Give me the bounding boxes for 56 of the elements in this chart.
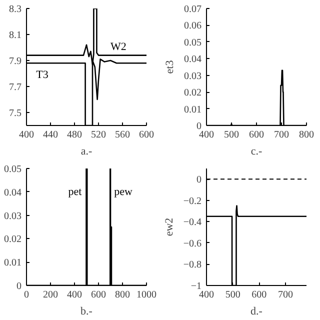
- x-tick-label: 440: [43, 130, 58, 140]
- x-tick-label: 600: [249, 130, 264, 140]
- y-tick-label: 0.03: [4, 210, 22, 222]
- x-tick-label: 200: [43, 290, 58, 300]
- y-tick-label: 7.5: [9, 108, 22, 119]
- x-tick-label: 520: [91, 130, 106, 140]
- x-tick-label: 600: [139, 130, 154, 140]
- y-tick-label: 0.02: [4, 234, 22, 246]
- x-axis-title: a.-: [80, 146, 92, 158]
- x-axis-title: b.-: [80, 306, 93, 318]
- x-tick-label: 800: [115, 290, 130, 300]
- y-tick-label: 0.02: [184, 88, 202, 99]
- y-tick-label: 7.7: [9, 82, 22, 93]
- y-tick-label: −1: [190, 281, 202, 292]
- x-tick-label: 500: [225, 290, 240, 300]
- x-tick-label: 1000: [136, 290, 156, 300]
- x-axis-title: c.-: [250, 146, 262, 158]
- x-tick-label: 560: [115, 130, 130, 140]
- y-tick-label: 0.05: [184, 37, 202, 48]
- x-tick-label: 500: [224, 130, 239, 140]
- y-tick-label: 0.05: [4, 164, 22, 175]
- y-tick-label: −0.6: [183, 238, 202, 250]
- y-tick-label: 0: [196, 121, 202, 132]
- y-tick-label: 0.01: [4, 258, 22, 269]
- y-tick-label: 0.03: [184, 70, 202, 82]
- y-tick-label: 0: [16, 281, 22, 292]
- x-tick-label: 600: [91, 290, 106, 300]
- y-tick-label: −0.4: [183, 217, 202, 228]
- x-tick-label: 400: [199, 290, 214, 300]
- x-tick-label: 700: [278, 290, 293, 300]
- y-tick-label: 0.01: [184, 104, 202, 116]
- y-tick-label: 7.9: [9, 56, 22, 67]
- y-axis-title: et3: [164, 60, 176, 74]
- y-tick-label: −0.2: [183, 196, 202, 207]
- y-tick-label: 0: [196, 174, 202, 186]
- series-label: pew: [114, 186, 132, 198]
- x-axis-title: d.-: [250, 306, 263, 318]
- y-tick-label: 0.04: [184, 54, 202, 66]
- series-label: W2: [110, 40, 126, 53]
- x-tick-label: 600: [252, 290, 267, 300]
- x-tick-label: 700: [274, 130, 289, 140]
- y-tick-label: 0.07: [184, 4, 202, 15]
- x-tick-label: 400: [67, 290, 82, 300]
- x-tick-label: 400: [199, 130, 214, 140]
- y-tick-label: 8.1: [9, 30, 22, 41]
- y-tick-label: −0.8: [183, 260, 202, 271]
- series-label: T3: [36, 69, 49, 82]
- y-tick-label: 0.04: [4, 187, 22, 198]
- x-tick-label: 400: [19, 130, 34, 140]
- x-tick-label: 480: [67, 130, 82, 140]
- y-axis-title: ew2: [163, 218, 176, 236]
- series-label: pet: [68, 186, 82, 198]
- x-tick-label: 800: [299, 130, 314, 140]
- y-tick-label: 0.06: [184, 20, 202, 32]
- x-tick-label: 0: [24, 290, 29, 300]
- y-tick-label: 8.3: [9, 4, 22, 15]
